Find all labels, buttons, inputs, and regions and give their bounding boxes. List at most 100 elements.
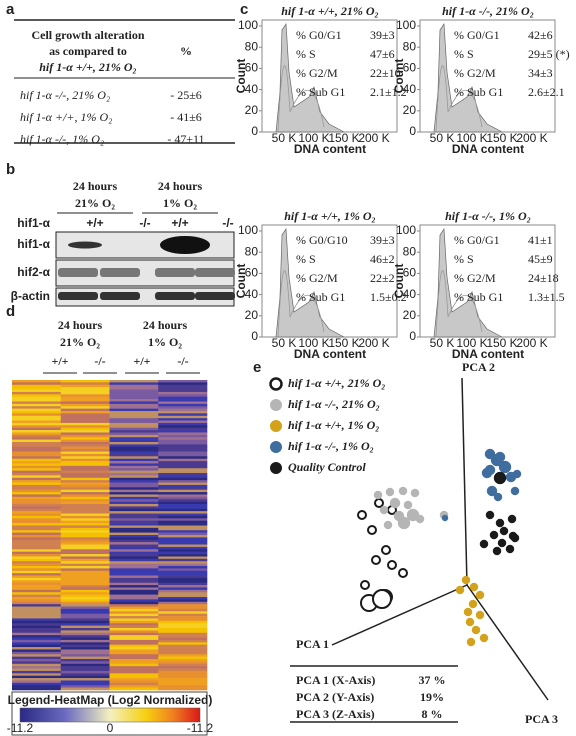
heatmap-cell [109, 568, 159, 572]
heatmap-cell [12, 532, 62, 536]
stat-label: % G2/M [454, 271, 496, 285]
condition: 21% O₂ [75, 196, 115, 210]
heatmap-cell [12, 432, 62, 436]
heatmap-cell [12, 411, 62, 414]
heatmap-cell [109, 399, 159, 402]
axis-label: DNA content [294, 347, 366, 361]
table-label: PCA 1 (X-Axis) [296, 673, 375, 687]
heatmap-cell [12, 675, 62, 679]
condition: 24 hours [143, 318, 188, 332]
heatmap-cell [109, 382, 159, 386]
heatmap-cell [158, 635, 208, 638]
heatmap-cell [12, 577, 62, 581]
heatmap-cell [12, 518, 62, 521]
heatmap-cell [60, 408, 110, 412]
y-tick-label: 60 [245, 61, 259, 75]
heatmap-cell [12, 556, 62, 560]
axis-label: Count [234, 59, 248, 94]
x-tick-label: 100 K [456, 336, 487, 350]
y-tick-label: 80 [403, 39, 417, 53]
heatmap-cell [60, 458, 110, 462]
condition: 24 hours [73, 179, 118, 193]
x-tick-label: 100 K [298, 131, 329, 145]
heatmap-cell [109, 456, 159, 459]
table-value: 37 % [419, 673, 446, 687]
heatmap-cell [60, 449, 110, 452]
axis-label: PCA 2 [462, 360, 495, 374]
heatmap-cell [12, 632, 62, 636]
x-tick-label: 50 K [272, 336, 297, 350]
pca-point [486, 485, 498, 497]
pca-point [410, 488, 420, 498]
table-label: PCA 3 (Z-Axis) [296, 707, 375, 721]
heatmap-cell [109, 563, 159, 567]
pca-point [397, 516, 411, 530]
heatmap-cell [158, 446, 208, 450]
heatmap-cell [12, 396, 62, 400]
x-tick-label: 200 K [516, 131, 547, 145]
heatmap-cell [60, 668, 110, 672]
heatmap-cell [109, 437, 159, 440]
axis-label: DNA content [452, 142, 524, 156]
heatmap-cell [109, 527, 159, 531]
heatmap-cell [12, 670, 62, 674]
stat-label: % S [454, 47, 474, 61]
heatmap-cell [60, 568, 110, 572]
heatmap-cell [60, 425, 110, 428]
heatmap-cell [158, 418, 208, 421]
heatmap-cell [12, 623, 62, 626]
heatmap-cell [12, 527, 62, 531]
pca-point [505, 544, 515, 554]
legend-tick: -11.2 [187, 721, 214, 735]
heatmap-cell [12, 639, 62, 643]
heatmap-cell [158, 456, 208, 459]
heatmap-cell [158, 592, 208, 595]
axis-label: Count [234, 264, 248, 299]
heatmap-cell [60, 518, 110, 521]
heatmap-cell [60, 413, 110, 417]
heatmap-cell [60, 461, 110, 464]
heatmap-cell [158, 527, 208, 531]
heatmap-cell [12, 473, 62, 476]
heatmap-cell [109, 668, 159, 672]
pca-point [468, 599, 478, 609]
heatmap-cell [60, 587, 110, 591]
heatmap-cell [60, 473, 110, 476]
band [100, 292, 140, 300]
y-tick-label: 0 [409, 124, 416, 138]
pca-point [479, 539, 489, 549]
heatmap-cell [158, 458, 208, 462]
heatmap-cell [109, 535, 159, 538]
heatmap-cell [12, 599, 62, 603]
heatmap-cell [12, 523, 62, 526]
heatmap-cell [12, 482, 62, 486]
heatmap-cell [12, 687, 62, 691]
heatmap-cell [12, 439, 62, 443]
heatmap-cell [158, 382, 208, 386]
legend-entry: hif 1-α -/-, 21% O₂ [288, 397, 380, 411]
rule [461, 377, 468, 586]
heatmap-cell [158, 494, 208, 498]
heatmap-cell [109, 561, 159, 564]
pca-point [360, 580, 370, 590]
heatmap-cell [60, 399, 110, 402]
heatmap-cell [12, 585, 62, 588]
heatmap-cell [158, 530, 208, 533]
heatmap-cell [109, 518, 159, 521]
heatmap-cell [109, 608, 159, 612]
heatmap-cell [158, 515, 208, 519]
y-tick-label: 80 [403, 244, 417, 258]
stat-value: 41±1 [528, 233, 553, 247]
heatmap-cell [109, 511, 159, 514]
heatmap-cell [12, 558, 62, 562]
heatmap-cell [60, 537, 110, 541]
heatmap-cell [158, 525, 208, 529]
heatmap-cell [158, 499, 208, 502]
pca-point [485, 510, 495, 520]
heatmap-cell [12, 382, 62, 386]
y-tick-label: 20 [403, 308, 417, 322]
pca-point [379, 505, 389, 515]
heatmap-cell [109, 549, 159, 552]
heatmap-cell [60, 411, 110, 414]
stat-label: % G2/M [296, 271, 338, 285]
